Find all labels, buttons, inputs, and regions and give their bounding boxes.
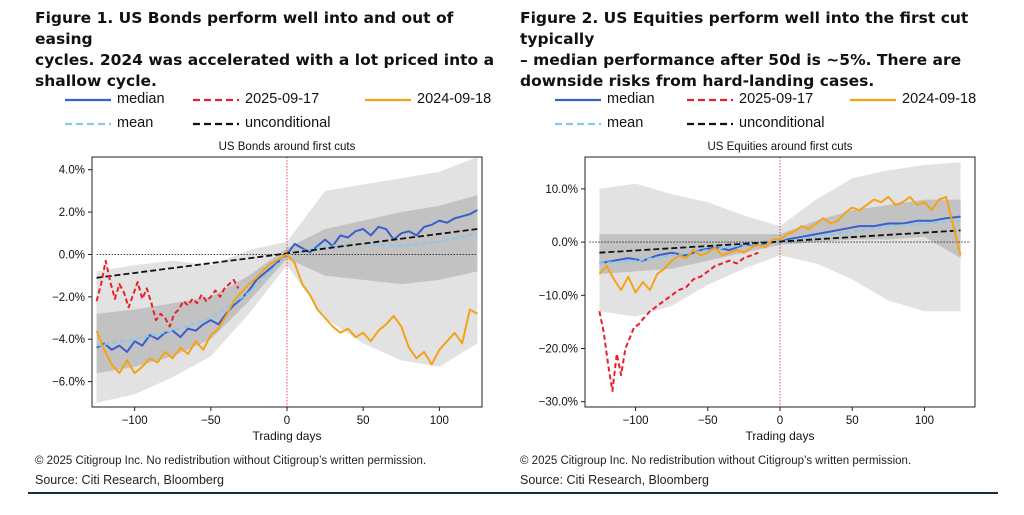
x-tick-label: −100 (122, 415, 148, 427)
chart-title: US Equities around first cuts (707, 141, 852, 153)
y-tick-label: −20.0% (539, 343, 578, 355)
legend-label: unconditional (739, 115, 825, 131)
y-tick-label: −2.0% (52, 292, 85, 304)
series-line-2025-09-17 (95, 259, 240, 328)
y-tick-label: 0.0% (59, 249, 85, 261)
series-line-unconditional (96, 228, 478, 279)
x-tick-label: 50 (846, 415, 859, 427)
footer-divider (28, 492, 998, 494)
series-line-2025-09-17 (598, 251, 759, 392)
x-tick-label: 100 (915, 415, 934, 427)
us-equities-chart: US Equities around first cuts 10.0% 0.0% −1… (539, 141, 976, 443)
figure-1-title-line: Figure 1. US Bonds perform well into and… (35, 9, 454, 48)
y-tick-label: −4.0% (52, 334, 85, 346)
legend-label: mean (607, 115, 644, 131)
legend-label: 2024-09-18 (417, 91, 492, 107)
series-line-mean (599, 219, 961, 265)
series-line-2024-09-18 (598, 195, 962, 294)
figure-2-source: Source: Citi Research, Bloomberg (520, 473, 709, 487)
x-tick-label: 100 (430, 415, 449, 427)
chart-title: US Bonds around first cuts (219, 141, 356, 153)
legend-label: mean (117, 115, 154, 131)
legend-label: 2024-09-18 (902, 91, 977, 107)
y-tick-label: 4.0% (59, 165, 85, 177)
inner-band (96, 195, 478, 374)
figure-1-title: Figure 1. US Bonds perform well into and… (35, 8, 505, 92)
y-tick-label: −6.0% (52, 377, 85, 389)
series-line-2024-09-18 (95, 253, 478, 375)
legend-label: unconditional (245, 115, 331, 131)
figure-2-title: Figure 2. US Equities perform well into … (520, 8, 1010, 92)
y-tick-label: 2.0% (59, 207, 85, 219)
y-tick-label: −10.0% (539, 290, 578, 302)
x-tick-label: −50 (201, 415, 221, 427)
x-axis-label: Trading days (746, 429, 815, 443)
us-bonds-chart: US Bonds around first cuts 4.0% 2.0% 0.0% −2… (52, 141, 483, 443)
y-tick-label: 0.0% (552, 237, 578, 249)
series-line-unconditional (599, 229, 961, 254)
y-tick-label: 10.0% (545, 184, 578, 196)
figure-1-title-line: cycles. 2024 was accelerated with a lot … (35, 51, 495, 69)
figure-1-source: Source: Citi Research, Bloomberg (35, 473, 224, 487)
figure-2-copyright: © 2025 Citigroup Inc. No redistribution … (520, 455, 912, 467)
x-tick-label: −50 (698, 415, 718, 427)
x-tick-label: 0 (777, 415, 783, 427)
x-tick-label: −100 (623, 415, 649, 427)
figure-1-title-line: shallow cycle. (35, 72, 157, 90)
figure-2-legend: median 2025-09-17 2024-09-18 mean uncond… (555, 89, 995, 135)
figure-1-legend: median 2025-09-17 2024-09-18 mean uncond… (65, 89, 505, 135)
x-axis-label: Trading days (253, 429, 322, 443)
figure-1-copyright: © 2025 Citigroup Inc. No redistribution … (35, 455, 427, 467)
legend-label: 2025-09-17 (739, 91, 814, 107)
figure-2-title-line: – median performance after 50d is ~5%. T… (520, 51, 962, 69)
legend-label: median (117, 91, 165, 107)
legend-label: median (607, 91, 655, 107)
figure-2-title-line: Figure 2. US Equities perform well into … (520, 9, 969, 48)
legend-label: 2025-09-17 (245, 91, 320, 107)
figure-2-title-line: downside risks from hard-landing cases. (520, 72, 875, 90)
x-tick-label: 50 (357, 415, 370, 427)
x-tick-label: 0 (284, 415, 290, 427)
y-tick-label: −30.0% (539, 397, 578, 409)
